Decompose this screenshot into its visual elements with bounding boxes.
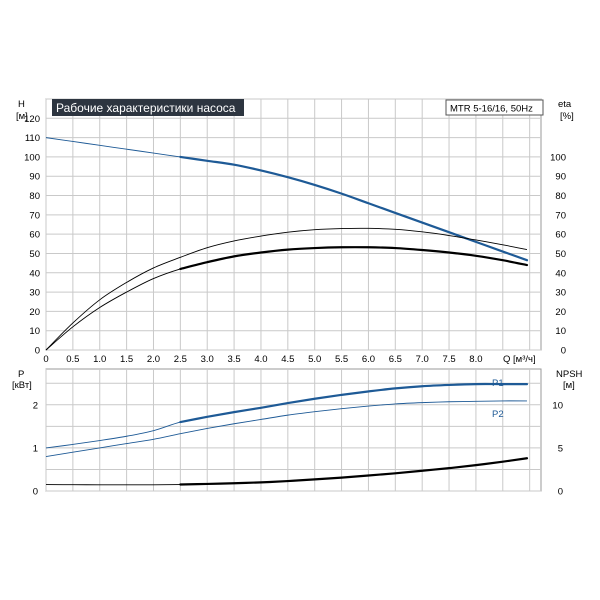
npsh-curve-bold: [179, 457, 529, 486]
eta-tick-label: 60: [555, 230, 566, 241]
eta-tick-label: 40: [555, 268, 566, 279]
eta-tick-label: 0: [561, 346, 566, 357]
h-tick-label: 30: [29, 288, 40, 299]
p-tick-label: 2: [33, 400, 38, 411]
p-tick-label: 0: [33, 487, 38, 498]
q-tick-label: 3.0: [201, 354, 214, 365]
q-tick-label: 4.0: [254, 354, 267, 365]
q-tick-label: 6.0: [362, 354, 375, 365]
q-tick-label: 0: [43, 354, 48, 365]
q-axis-label: Q [м³/ч]: [503, 354, 536, 365]
p-axis-unit: [кВт]: [12, 380, 32, 391]
npsh-tick-label: 0: [558, 487, 563, 498]
q-tick-label: 0.5: [66, 354, 79, 365]
efficiency-curve-thin: [45, 246, 528, 351]
eta-tick-label: 100: [550, 152, 566, 163]
model-label: MTR 5-16/16, 50Hz: [450, 104, 533, 115]
top-plot-frame: [45, 98, 542, 351]
bottom-grid: [45, 368, 542, 492]
tick-labels: 0102030405060708090100110120010203040506…: [24, 114, 566, 498]
h-tick-label: 80: [29, 191, 40, 202]
q-tick-label: 7.0: [416, 354, 429, 365]
h-tick-label: 90: [29, 172, 40, 183]
h-tick-label: 0: [35, 346, 40, 357]
q-tick-label: 8.0: [469, 354, 482, 365]
p-axis-label: P: [18, 369, 24, 380]
eta-axis-label: eta: [558, 99, 572, 110]
h-tick-label: 10: [29, 326, 40, 337]
eta-tick-label: 30: [555, 288, 566, 299]
p1-power-curve-thin: [45, 383, 527, 449]
npsh-axis-unit: [м]: [563, 380, 575, 391]
eta-tick-label: 50: [555, 249, 566, 260]
q-tick-label: 5.5: [335, 354, 348, 365]
bottom-curves: [45, 382, 529, 486]
p-tick-label: 1: [33, 443, 38, 454]
npsh-tick-label: 5: [558, 443, 563, 454]
h-tick-label: 50: [29, 249, 40, 260]
efficiency-curve-upper-thin: [45, 227, 528, 351]
title-box: [52, 99, 244, 116]
h-tick-label: 100: [24, 152, 40, 163]
q-tick-label: 1.0: [93, 354, 106, 365]
chart-title: Рабочие характеристики насоса: [56, 101, 236, 115]
q-tick-label: 2.0: [147, 354, 160, 365]
model-box: [445, 99, 544, 116]
h-tick-label: 110: [25, 133, 40, 144]
eta-axis-unit: [%]: [560, 111, 574, 122]
q-tick-label: 1.5: [120, 354, 133, 365]
p1-power-curve-bold: [179, 382, 529, 424]
q-tick-label: 4.5: [281, 354, 294, 365]
top-grid: [45, 98, 542, 351]
h-tick-label: 40: [29, 268, 40, 279]
efficiency-curve-bold: [179, 246, 529, 271]
h-tick-label: 120: [24, 114, 40, 125]
npsh-axis-label: NPSH: [556, 369, 583, 380]
q-tick-label: 2.5: [174, 354, 187, 365]
q-tick-label: 7.5: [442, 354, 455, 365]
h-tick-label: 60: [29, 230, 40, 241]
bottom-plot-frame: [45, 368, 542, 492]
npsh-tick-label: 10: [552, 400, 563, 411]
eta-tick-label: 10: [555, 326, 566, 337]
h-axis-unit: [м]: [16, 111, 28, 122]
eta-tick-label: 80: [555, 191, 566, 202]
eta-tick-label: 70: [555, 210, 566, 221]
p2-curve-label: P2: [492, 409, 504, 420]
p2-power-curve-thin: [45, 400, 527, 457]
p1-curve-label: P1: [492, 378, 504, 389]
head-curve-bold: [179, 155, 529, 262]
h-axis-label: H: [18, 99, 25, 110]
q-tick-label: 3.5: [227, 354, 240, 365]
h-tick-label: 20: [29, 307, 40, 318]
head-curve-thin: [45, 137, 528, 261]
q-tick-label: 6.5: [389, 354, 402, 365]
eta-tick-label: 90: [555, 172, 566, 183]
h-tick-label: 70: [29, 210, 40, 221]
eta-tick-label: 20: [555, 307, 566, 318]
top-curves: [45, 137, 529, 351]
q-tick-label: 5.0: [308, 354, 321, 365]
